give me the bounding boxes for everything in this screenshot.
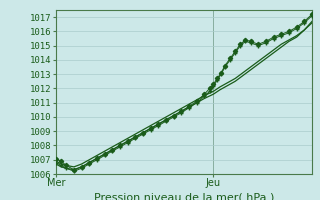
X-axis label: Pression niveau de la mer( hPa ): Pression niveau de la mer( hPa ): [94, 192, 274, 200]
